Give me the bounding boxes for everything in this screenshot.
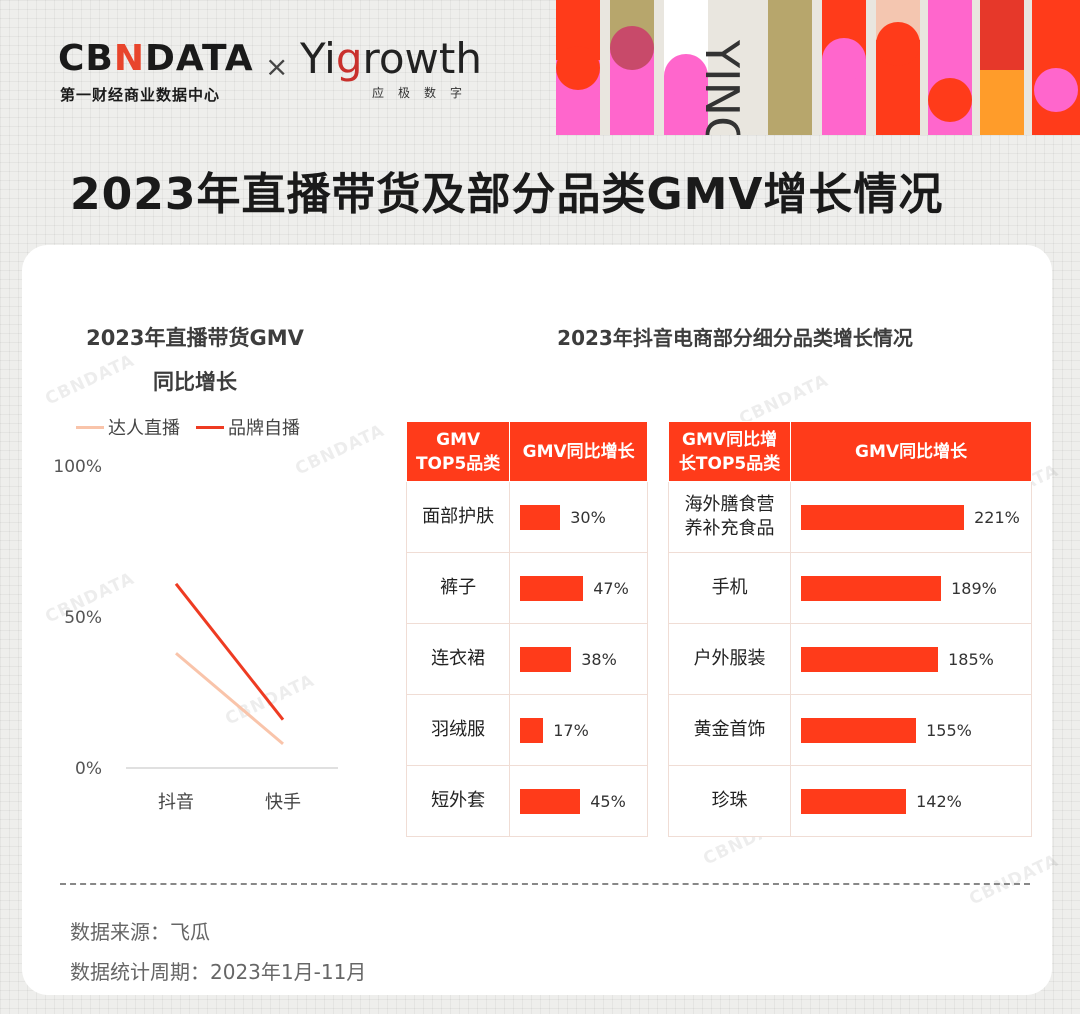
growth-value-label: 38%: [581, 649, 617, 669]
header: CBNDATA 第一财经商业数据中心 × Yigrowth 应极数字 YING: [0, 0, 1080, 135]
growth-bar: [801, 788, 907, 814]
growth-bar: [520, 788, 581, 814]
category-cell: 珍珠: [667, 765, 792, 837]
page-title: 2023年直播带货及部分品类GMV增长情况: [70, 169, 944, 220]
category-cell: 户外服装: [667, 623, 792, 695]
growth-cell: 30%: [509, 481, 648, 553]
line-chart-title: 2023年直播带货GMV 同比增长: [60, 316, 330, 404]
growth-top5-table: GMV同比增 长TOP5品类 GMV同比增长 海外膳食营 养补充食品 221% 手机 1…: [667, 421, 1032, 837]
legend-item: 达人直播: [76, 414, 180, 440]
table-row: 黄金首饰 155%: [667, 694, 1032, 766]
deco-text: YING: [695, 39, 749, 135]
table-row: 裤子 47%: [405, 552, 648, 624]
growth-bar: [520, 717, 544, 743]
growth-bar: [801, 646, 939, 672]
divider: [60, 883, 1030, 885]
legend-swatch-brand: [196, 425, 224, 429]
growth-bar: [801, 717, 917, 743]
x-tick-label: 抖音: [158, 792, 194, 813]
category-cell: 海外膳食营 养补充食品: [667, 481, 792, 553]
cbndata-logo-subtitle: 第一财经商业数据中心: [60, 86, 221, 104]
growth-cell: 185%: [790, 623, 1032, 695]
growth-cell: 189%: [790, 552, 1032, 624]
growth-value-label: 47%: [593, 578, 629, 598]
times-sign: ×: [265, 50, 289, 83]
table-row: 户外服装 185%: [667, 623, 1032, 695]
decorative-stripes: YING: [556, 0, 1080, 135]
legend-item: 品牌自播: [196, 414, 300, 440]
table-row: 短外套 45%: [405, 765, 648, 837]
growth-cell: 47%: [509, 552, 648, 624]
growth-cell: 155%: [790, 694, 1032, 766]
cbndata-logo: CBNDATA: [58, 38, 254, 79]
growth-cell: 17%: [509, 694, 648, 766]
growth-bar: [801, 575, 942, 601]
growth-cell: 38%: [509, 623, 648, 695]
growth-bar: [801, 504, 965, 530]
category-cell: 面部护肤: [405, 481, 511, 553]
growth-value-label: 221%: [974, 507, 1020, 527]
category-cell: 短外套: [405, 765, 511, 837]
category-cell: 羽绒服: [405, 694, 511, 766]
growth-value-label: 155%: [926, 720, 972, 740]
growth-bar: [520, 575, 584, 601]
legend-label: 品牌自播: [228, 418, 300, 439]
data-period: 数据统计周期：2023年1月-11月: [70, 960, 367, 984]
table-row: 羽绒服 17%: [405, 694, 648, 766]
table-row: 连衣裙 38%: [405, 623, 648, 695]
growth-value-label: 185%: [948, 649, 994, 669]
legend-label: 达人直播: [108, 418, 180, 439]
series-line-0: [175, 652, 284, 745]
y-tick-label: 0%: [75, 759, 102, 779]
y-tick-label: 100%: [53, 457, 102, 477]
table-row: 海外膳食营 养补充食品 221%: [667, 481, 1032, 553]
category-cell: 黄金首饰: [667, 694, 792, 766]
category-cell: 裤子: [405, 552, 511, 624]
line-chart-title-line: 2023年直播带货GMV: [86, 326, 304, 350]
yigrowth-logo: Yigrowth: [300, 34, 482, 83]
table-header-cell: GMV同比增长: [509, 421, 648, 482]
table-row: 手机 189%: [667, 552, 1032, 624]
growth-value-label: 142%: [916, 791, 962, 811]
growth-cell: 45%: [509, 765, 648, 837]
yigrowth-logo-subtitle: 应极数字: [372, 86, 477, 100]
growth-bar: [520, 504, 561, 530]
category-cell: 连衣裙: [405, 623, 511, 695]
line-chart-title-line: 同比增长: [153, 370, 237, 394]
table-chart-title: 2023年抖音电商部分细分品类增长情况: [557, 326, 913, 350]
line-chart-legend: 达人直播 品牌自播: [76, 414, 316, 440]
table-header-cell: GMV TOP5品类: [405, 421, 511, 482]
growth-value-label: 45%: [590, 791, 626, 811]
gmv-top5-table: GMV TOP5品类 GMV同比增长 面部护肤 30% 裤子 47% 连衣裙 38% 羽绒服 1…: [405, 421, 648, 837]
category-cell: 手机: [667, 552, 792, 624]
growth-cell: 221%: [790, 481, 1032, 553]
y-tick-label: 50%: [64, 608, 102, 628]
growth-bar: [520, 646, 572, 672]
table-row: 珍珠 142%: [667, 765, 1032, 837]
data-source: 数据来源：飞瓜: [70, 920, 210, 944]
table-header-cell: GMV同比增 长TOP5品类: [667, 421, 792, 482]
growth-cell: 142%: [790, 765, 1032, 837]
table-header-cell: GMV同比增长: [790, 421, 1032, 482]
line-chart: 100% 50% 0% 抖音 快手: [53, 457, 338, 813]
growth-value-label: 17%: [553, 720, 589, 740]
series-line-1: [174, 582, 285, 721]
growth-value-label: 189%: [951, 578, 997, 598]
legend-swatch-kol: [76, 425, 104, 429]
growth-value-label: 30%: [570, 507, 606, 527]
table-row: 面部护肤 30%: [405, 481, 648, 553]
x-tick-label: 快手: [265, 792, 301, 813]
